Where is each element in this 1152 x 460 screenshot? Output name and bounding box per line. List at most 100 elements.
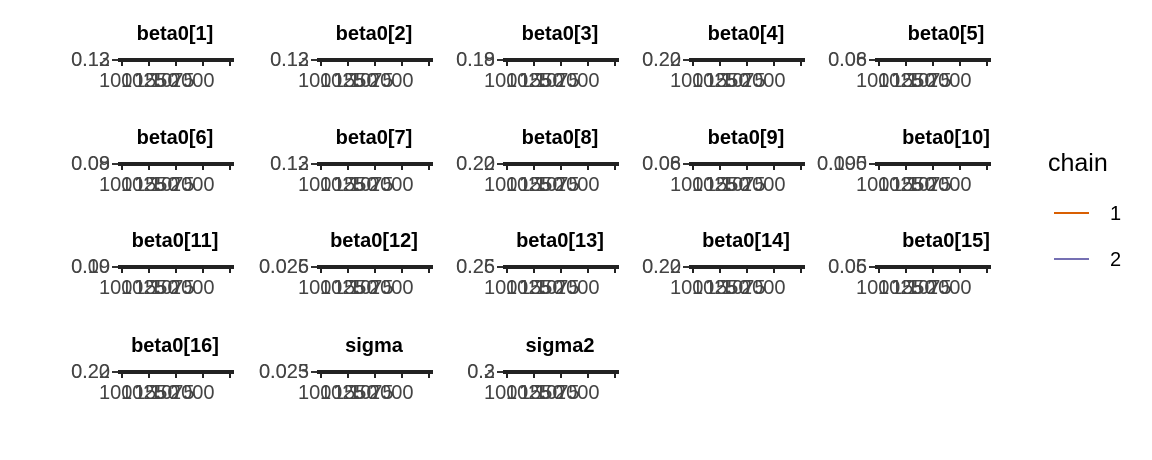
x-tick-label: 100 [99,382,132,404]
x-tick-label: 1025 [121,382,166,404]
x-tick-label: 1550 [891,174,936,196]
x-tick-label: 2000 [369,382,414,404]
x-tick-label: 1025 [320,277,365,299]
y-tick-label: 0.025 [259,361,309,383]
x-tick-label: 2000 [369,70,414,92]
x-tick-label: 1550 [705,174,750,196]
y-tick-label: 0.100 [817,153,867,175]
panel-title: beta0[16] [131,335,219,357]
x-tick-label: 2000 [170,70,215,92]
panel-title: beta0[15] [902,230,990,252]
y-tick-label: 0.023 [259,361,309,383]
x-tick-label: 1025 [692,70,737,92]
x-tick-label: 100 [856,174,889,196]
x-tick-label: 1025 [692,174,737,196]
x-tick-label: 1550 [705,277,750,299]
x-tick-label: 100 [484,70,517,92]
y-tick-label: 0.12 [270,49,309,71]
x-tick-label: 1550 [134,70,179,92]
x-tick-label: 1550 [333,277,378,299]
x-tick-label: 100 [298,70,331,92]
x-tick-label: 1025 [121,174,166,196]
x-tick-label: 100 [298,174,331,196]
x-tick-label: 2000 [369,277,414,299]
y-tick-label: 0.05 [828,256,867,278]
y-tick-label: 0.22 [456,153,495,175]
panel-title: sigma2 [526,335,595,357]
x-tick-label: 100 [484,382,517,404]
x-tick-label: 2000 [741,70,786,92]
panel-title: beta0[11] [132,230,219,252]
y-tick-label: 0.13 [71,49,110,71]
y-tick-label: 0.06 [642,153,681,175]
x-tick-label: 100 [670,277,703,299]
y-tick-label: 0.026 [259,256,309,278]
x-tick-label: 1075 [535,70,580,92]
x-tick-label: 1075 [535,277,580,299]
x-tick-label: 2000 [741,174,786,196]
legend-label: 1 [1110,203,1121,225]
x-tick-label: 1550 [891,70,936,92]
y-tick-label: 0.20 [642,256,681,278]
x-tick-label: 2000 [170,277,215,299]
x-tick-label: 1550 [333,174,378,196]
y-tick-label: 0.19 [456,49,495,71]
x-tick-label: 1075 [535,382,580,404]
panel-title: beta0[2] [336,23,413,45]
x-tick-label: 1550 [333,382,378,404]
x-tick-label: 1550 [891,277,936,299]
x-tick-label: 100 [99,174,132,196]
y-tick-label: 0.08 [71,153,110,175]
y-tick-label: 0.22 [71,361,110,383]
x-tick-label: 2000 [741,277,786,299]
legend-label: 2 [1110,249,1121,271]
x-tick-label: 2000 [170,382,215,404]
y-tick-label: 0.08 [642,153,681,175]
y-tick-label: 0.2 [467,361,495,383]
x-tick-label: 1550 [519,174,564,196]
y-tick-label: 0.18 [456,49,495,71]
x-tick-label: 1550 [705,70,750,92]
panel-title: beta0[8] [522,127,599,149]
y-tick-label: 0.10 [71,256,110,278]
y-tick-label: 0.22 [642,49,681,71]
x-tick-label: 2000 [555,174,600,196]
x-tick-label: 1550 [519,382,564,404]
x-tick-label: 100 [99,70,132,92]
x-tick-label: 100 [298,277,331,299]
y-tick-label: 0.20 [642,49,681,71]
y-tick-label: 0.095 [817,153,867,175]
x-tick-label: 100 [99,277,132,299]
x-tick-label: 100 [484,277,517,299]
y-tick-label: 0.09 [71,256,110,278]
x-tick-label: 2000 [555,277,600,299]
x-tick-label: 1550 [134,174,179,196]
x-tick-label: 1075 [349,70,394,92]
x-tick-label: 1025 [320,174,365,196]
x-tick-label: 2000 [927,70,972,92]
x-tick-label: 2000 [927,277,972,299]
x-tick-label: 1025 [506,382,551,404]
x-tick-label: 100 [856,70,889,92]
y-tick-label: 0.06 [828,256,867,278]
x-tick-label: 1025 [692,277,737,299]
x-tick-label: 100 [484,174,517,196]
panel-title: beta0[10] [902,127,990,149]
y-tick-label: 0.20 [456,153,495,175]
x-tick-label: 1025 [121,70,166,92]
x-tick-label: 1025 [878,70,923,92]
y-tick-label: 0.025 [259,256,309,278]
x-tick-label: 1025 [320,382,365,404]
x-tick-label: 1075 [907,174,952,196]
y-tick-label: 0.09 [71,153,110,175]
x-tick-label: 2000 [170,174,215,196]
y-tick-label: 0.3 [467,361,495,383]
y-tick-label: 0.26 [456,256,495,278]
y-tick-label: 0.13 [270,153,309,175]
x-tick-label: 1025 [121,277,166,299]
x-tick-label: 1075 [349,277,394,299]
x-tick-label: 1075 [721,277,766,299]
panel-title: beta0[4] [708,23,785,45]
x-tick-label: 1550 [333,70,378,92]
x-tick-label: 1075 [907,277,952,299]
